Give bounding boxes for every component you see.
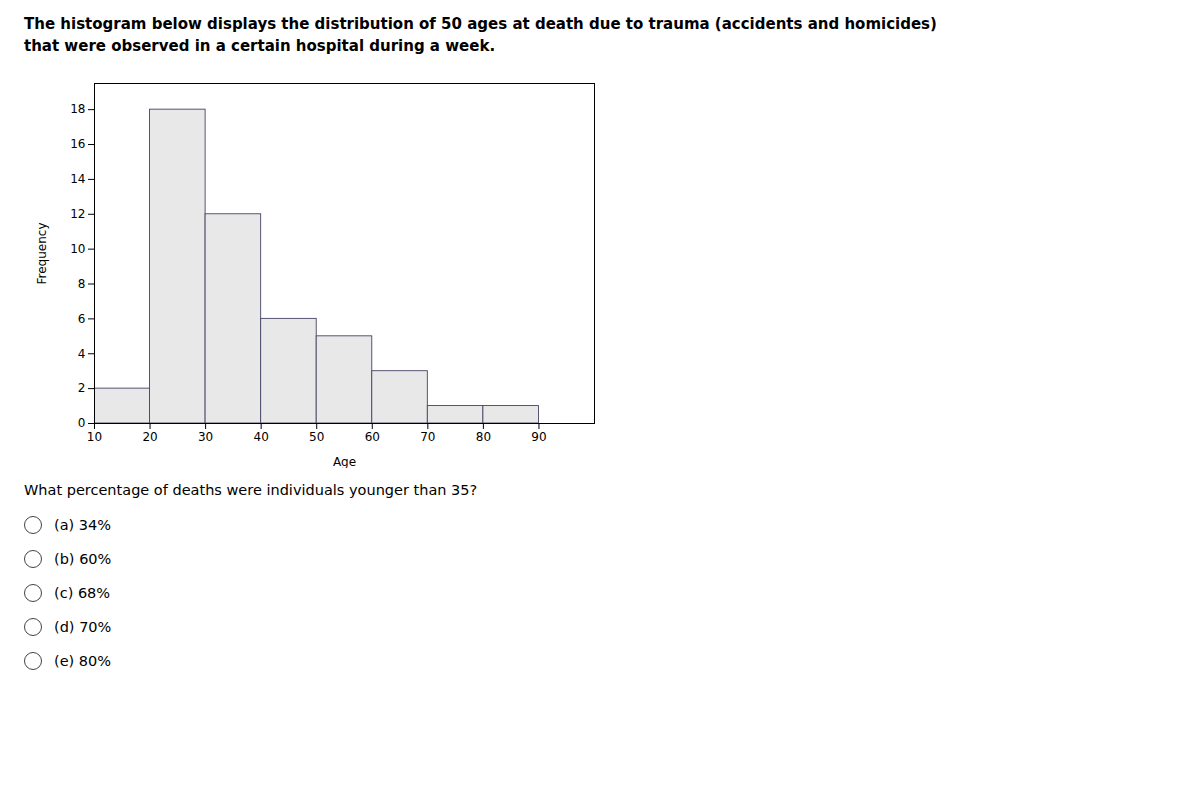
html-text:(b) 60%: (b) 60% [54,550,112,567]
svg-text:30: 30 [198,430,213,444]
svg-text:80: 80 [476,430,491,444]
svg-text:10: 10 [87,430,102,444]
svg-text:90: 90 [531,430,546,444]
svg-text:Age: Age [333,454,356,468]
svg-text:70: 70 [420,430,435,444]
svg-text:6: 6 [78,311,86,325]
svg-text:4: 4 [78,346,86,360]
html-text:(d) 70%: (d) 70% [54,618,112,635]
html-text:What percentage of deaths were: What percentage of deaths were individua… [24,481,478,498]
svg-text:10: 10 [70,241,85,255]
svg-text:18: 18 [70,102,85,116]
svg-text:20: 20 [142,430,157,444]
svg-text:40: 40 [254,430,269,444]
svg-text:16: 16 [70,137,85,151]
svg-text:50: 50 [309,430,324,444]
svg-text:2: 2 [78,381,86,395]
svg-text:8: 8 [78,276,86,290]
svg-text:Frequency: Frequency [35,222,49,284]
svg-text:60: 60 [365,430,380,444]
svg-text:12: 12 [70,207,85,221]
svg-text:14: 14 [70,172,85,186]
html-text:The histogram below displays t: The histogram below displays the distrib… [24,15,937,33]
html-text:(c) 68%: (c) 68% [54,584,111,601]
html-text:(e) 80%: (e) 80% [54,652,112,669]
html-text:that were observed in a certai: that were observed in a certain hospital… [24,36,496,55]
svg-text:0: 0 [78,416,86,430]
html-text:(a) 34%: (a) 34% [54,516,111,533]
